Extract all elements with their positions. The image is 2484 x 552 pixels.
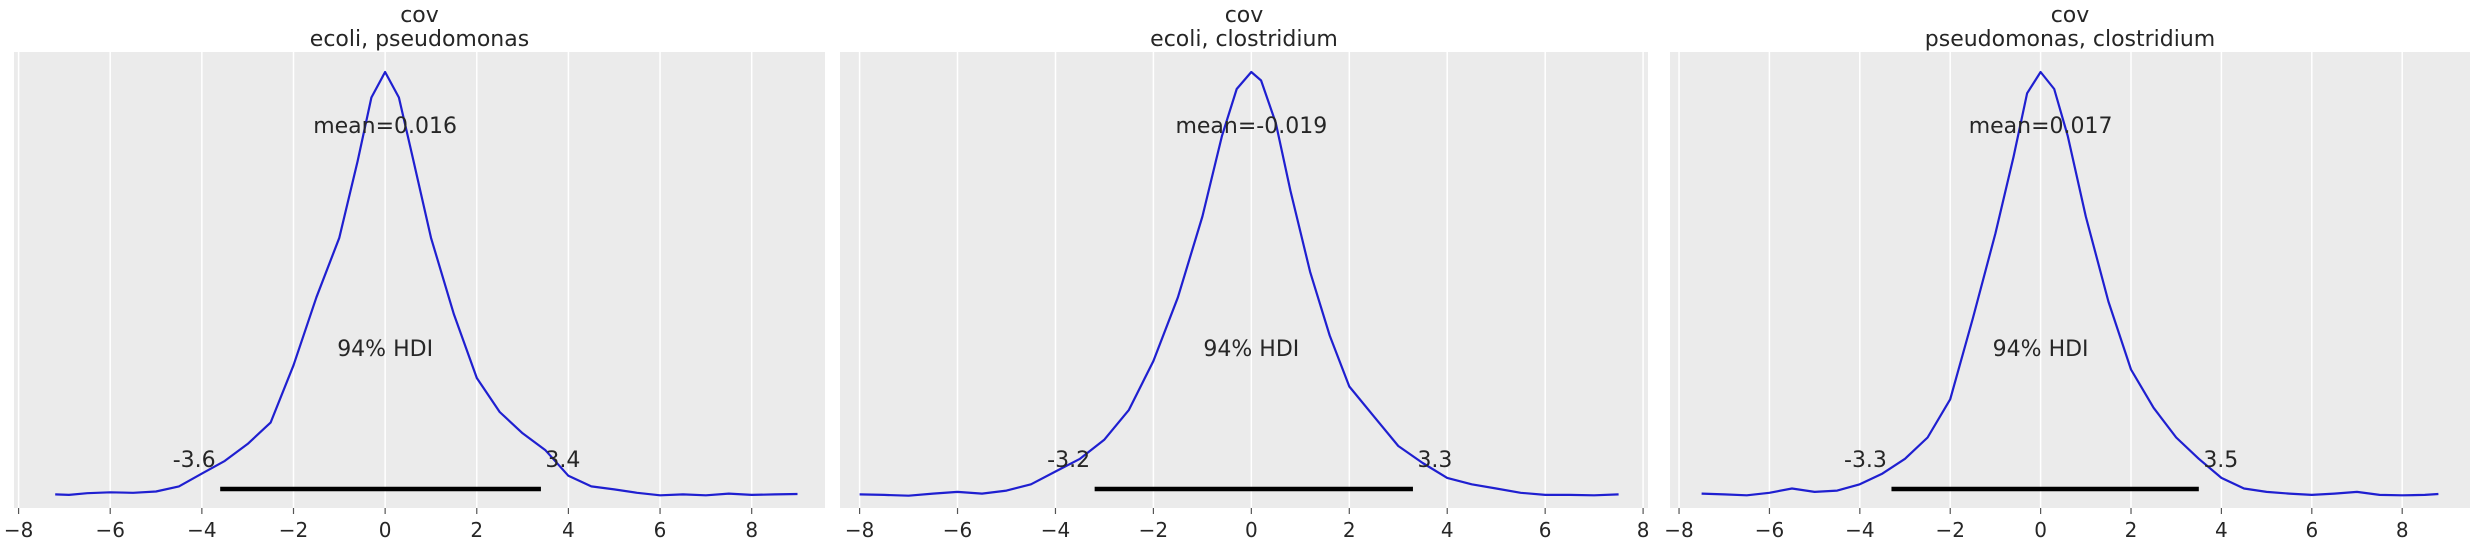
mean-label: mean=0.017 [1969,114,2113,139]
x-tick-label: −2 [279,518,308,542]
x-tick-label: 2 [470,518,483,542]
hdi-low-label: -3.2 [1047,448,1090,473]
x-tick-label: −8 [4,518,33,542]
x-tick-label: −6 [1755,518,1784,542]
chart-title: cov [400,3,439,28]
x-tick-label: 8 [1637,518,1650,542]
x-tick-label: −2 [1935,518,1964,542]
hdi-high-label: 3.5 [2203,448,2238,473]
chart-title: cov [2051,3,2090,28]
x-tick-label: 4 [2215,518,2228,542]
plot-background [14,52,825,508]
mean-label: mean=-0.019 [1175,114,1327,139]
hdi-low-label: -3.3 [1844,448,1887,473]
chart-title: cov [1225,3,1264,28]
x-tick-label: −2 [1139,518,1168,542]
x-tick-label: 8 [2396,518,2409,542]
x-tick-label: 0 [2034,518,2047,542]
chart-subtitle: ecoli, clostridium [1150,27,1338,52]
x-tick-label: −6 [943,518,972,542]
hdi-label: 94% HDI [1993,337,2089,362]
x-tick-label: 0 [379,518,392,542]
mean-label: mean=0.016 [313,114,457,139]
x-tick-label: 8 [745,518,758,542]
x-tick-label: 4 [562,518,575,542]
chart-subtitle: pseudomonas, clostridium [1925,27,2215,52]
x-tick-label: −4 [1041,518,1070,542]
density-curve [859,70,1619,497]
x-tick-label: 2 [2125,518,2138,542]
plot-background [1670,52,2470,508]
x-tick-label: −8 [1664,518,1693,542]
x-tick-label: 6 [2305,518,2318,542]
x-tick-label: −8 [845,518,874,542]
density-curve [55,70,798,497]
hdi-high-label: 3.3 [1417,448,1452,473]
hdi-low-label: -3.6 [173,448,216,473]
x-tick-label: −4 [1845,518,1874,542]
chart-subtitle: ecoli, pseudomonas [310,27,529,52]
x-tick-label: 6 [654,518,667,542]
x-tick-label: 2 [1343,518,1356,542]
x-tick-label: −4 [187,518,216,542]
x-tick-label: 4 [1441,518,1454,542]
x-tick-label: 6 [1539,518,1552,542]
plot-background [840,52,1648,508]
x-tick-label: −6 [95,518,124,542]
x-tick-label: 0 [1245,518,1258,542]
hdi-label: 94% HDI [1203,337,1299,362]
hdi-label: 94% HDI [337,337,433,362]
density-curve [1701,70,2439,497]
hdi-high-label: 3.4 [545,448,580,473]
